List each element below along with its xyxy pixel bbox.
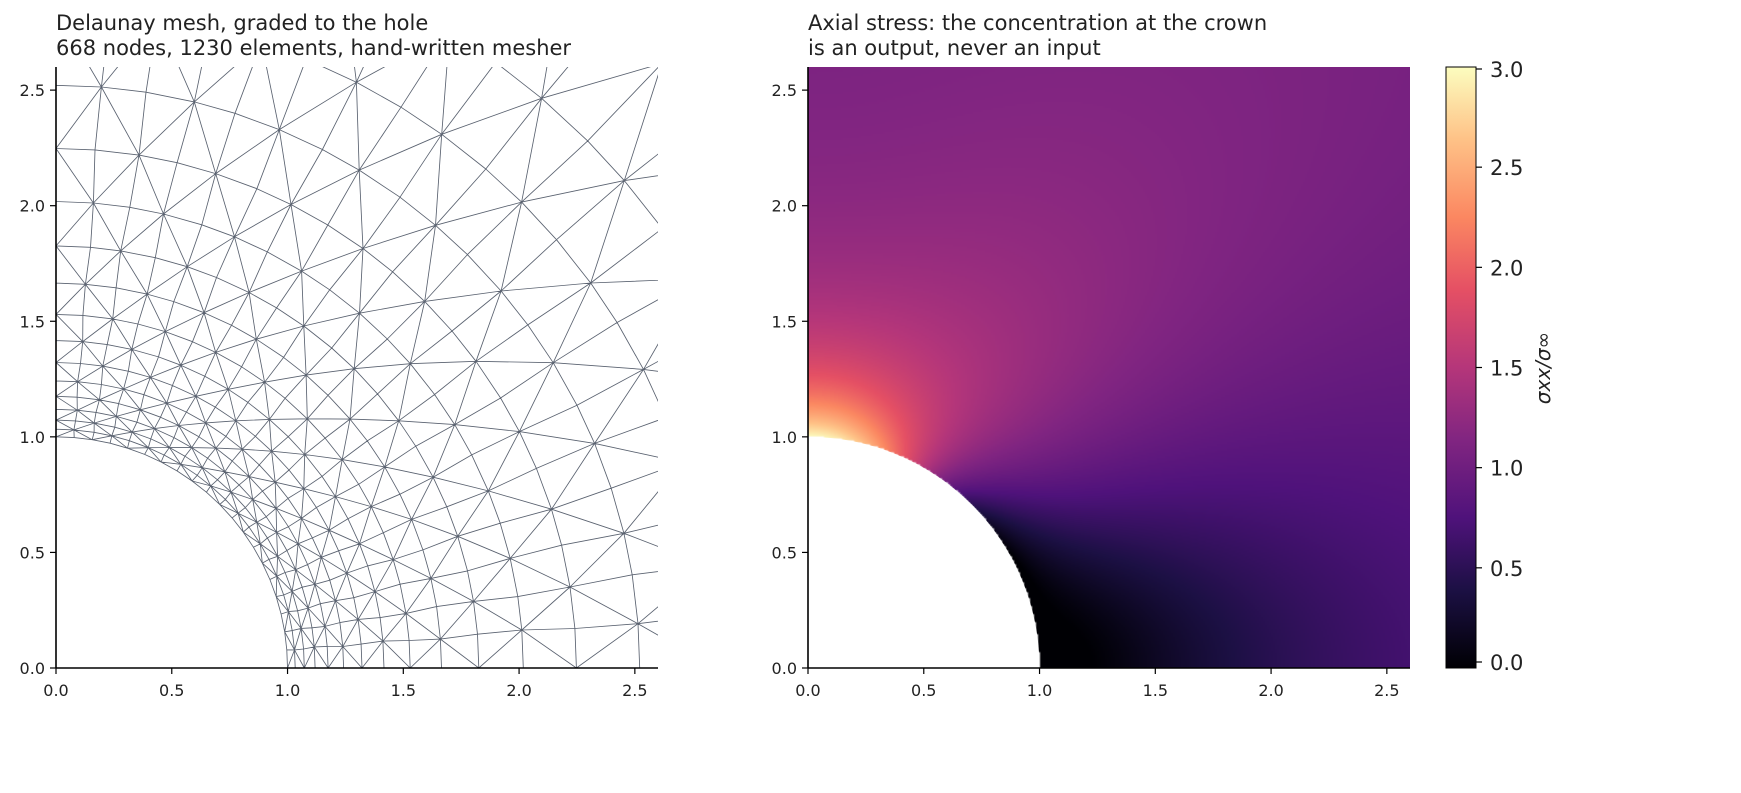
colorbar-tick-label: 2.5	[1490, 156, 1523, 180]
stress-y-tick-label: 1.0	[772, 428, 797, 447]
colorbar-tick-label: 1.5	[1490, 357, 1523, 381]
mesh-y-tick-label: 2.0	[20, 197, 45, 216]
hole-cutout	[808, 436, 1040, 668]
stress-title-line1: Axial stress: the concentration at the c…	[808, 11, 1268, 35]
colorbar-tick-label: 2.0	[1490, 256, 1523, 280]
colorbar-tick-label: 3.0	[1490, 58, 1523, 82]
stress-title-line2: is an output, never an input	[808, 36, 1101, 60]
mesh-x-tick-label: 0.5	[159, 681, 184, 700]
mesh-y-ticks: 0.0 0.5 1.0 1.5 2.0 2.5	[20, 81, 56, 678]
mesh-title-line2: 668 nodes, 1230 elements, hand-written m…	[56, 36, 572, 60]
stress-y-tick-label: 1.5	[772, 312, 797, 331]
mesh-x-tick-label: 1.5	[391, 681, 416, 700]
mesh-y-tick-label: 1.0	[20, 428, 45, 447]
stress-y-tick-label: 2.0	[772, 197, 797, 216]
mesh-edges	[56, 67, 658, 668]
mesh-y-tick-label: 1.5	[20, 312, 45, 331]
stress-x-tick-label: 2.0	[1258, 681, 1283, 700]
mesh-plot: 0.0 0.5 1.0 1.5 2.0 2.5 0.0 0.5 1.0 1.5 2.0 2.5	[20, 67, 658, 700]
colorbar-tick-label: 0.5	[1490, 557, 1523, 581]
stress-x-tick-label: 2.5	[1374, 681, 1399, 700]
stress-y-ticks: 0.0 0.5 1.0 1.5 2.0 2.5	[772, 81, 808, 678]
stress-x-tick-label: 0.5	[911, 681, 936, 700]
stress-x-ticks: 0.0 0.5 1.0 1.5 2.0 2.5	[795, 668, 1400, 700]
stress-plot: 0.0 0.5 1.0 1.5 2.0 2.5 0.0 0.5 1.0 1.5 2.0 2.5	[772, 67, 1410, 700]
mesh-x-tick-label: 1.0	[275, 681, 300, 700]
colorbar-tick-label: 1.0	[1490, 457, 1523, 481]
stress-x-tick-label: 1.5	[1143, 681, 1168, 700]
stress-y-tick-label: 2.5	[772, 81, 797, 100]
colorbar-tick-label: 0.0	[1490, 651, 1523, 675]
mesh-y-tick-label: 0.0	[20, 659, 45, 678]
mesh-x-tick-label: 2.5	[622, 681, 647, 700]
colorbar-ticks: 0.0 0.5 1.0 1.5 2.0 2.5 3.0	[1476, 58, 1523, 675]
stress-y-tick-label: 0.5	[772, 543, 797, 562]
colorbar-label: σxx/σ∞	[1531, 332, 1555, 404]
stress-x-tick-label: 0.0	[795, 681, 820, 700]
mesh-y-tick-label: 0.5	[20, 543, 45, 562]
mesh-x-ticks: 0.0 0.5 1.0 1.5 2.0 2.5	[43, 668, 648, 700]
mesh-title-line1: Delaunay mesh, graded to the hole	[56, 11, 429, 35]
mesh-x-tick-label: 0.0	[43, 681, 68, 700]
colorbar: 0.0 0.5 1.0 1.5 2.0 2.5 3.0 σxx/σ∞	[1445, 58, 1555, 675]
colorbar-gradient	[1445, 66, 1477, 669]
mesh-x-tick-label: 2.0	[506, 681, 531, 700]
mesh-triangles	[56, 67, 658, 668]
mesh-y-tick-label: 2.5	[20, 81, 45, 100]
stress-x-tick-label: 1.0	[1027, 681, 1052, 700]
stress-y-tick-label: 0.0	[772, 659, 797, 678]
